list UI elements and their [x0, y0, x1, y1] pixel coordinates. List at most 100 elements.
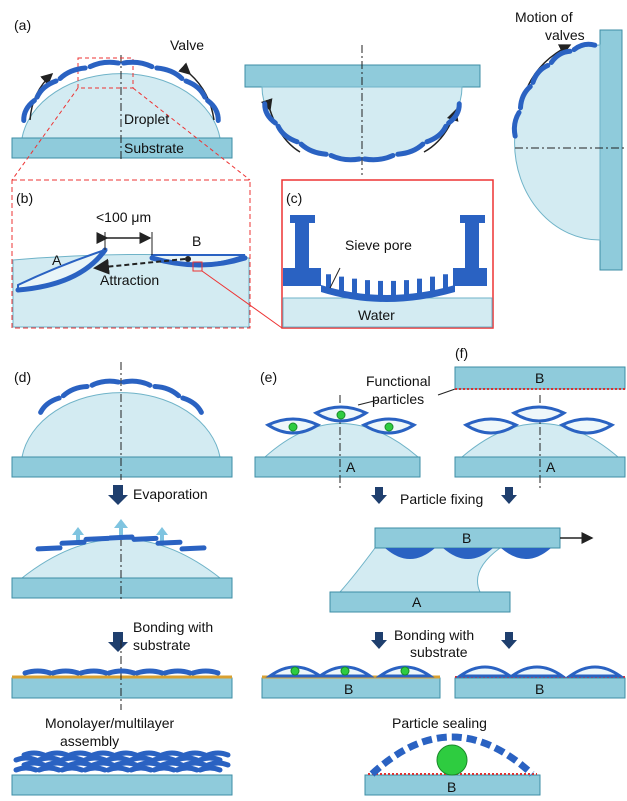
panel-label: (d)	[14, 369, 31, 385]
panel-label: (c)	[286, 190, 302, 206]
valve	[137, 671, 162, 673]
valve	[93, 763, 113, 765]
panel-label: (e)	[260, 369, 277, 385]
cup	[570, 667, 620, 676]
valve	[200, 758, 220, 760]
panel-label: (f)	[455, 345, 468, 361]
sieve-pore-label: Sieve pore	[345, 237, 412, 253]
side-plate	[600, 30, 622, 270]
valve	[90, 62, 118, 66]
particle	[291, 667, 299, 675]
evaporation-label: Evaporation	[133, 486, 208, 502]
valve	[47, 763, 67, 765]
valve	[16, 768, 36, 770]
valve-b-label: B	[192, 233, 201, 249]
cup	[460, 667, 510, 676]
sieve-bar	[443, 274, 448, 290]
valve	[139, 763, 159, 765]
substrate-label: B	[344, 681, 353, 697]
particle	[437, 745, 467, 775]
attraction-label: Attraction	[100, 272, 159, 288]
substrate	[255, 457, 420, 477]
fixing-label: Particle fixing	[400, 491, 483, 507]
valve	[25, 671, 50, 673]
valve-a-label: A	[52, 252, 62, 268]
substrate	[12, 138, 232, 158]
valve	[81, 671, 106, 673]
valve	[62, 542, 84, 543]
particles-label: particles	[372, 391, 424, 407]
plate-label: B	[462, 530, 471, 546]
substrate	[12, 775, 232, 795]
valve	[200, 768, 220, 770]
valve	[177, 768, 197, 770]
valve	[53, 671, 78, 673]
sealing-label: Particle sealing	[392, 715, 487, 731]
valve	[85, 768, 105, 770]
valve	[108, 758, 128, 760]
particle	[289, 423, 297, 431]
valve	[70, 763, 90, 765]
plate-label: B	[535, 370, 544, 386]
valve	[185, 753, 205, 755]
valve	[158, 542, 180, 543]
valve	[177, 758, 197, 760]
valve	[134, 538, 156, 539]
valve	[109, 671, 134, 673]
droplet	[515, 45, 600, 240]
sieve-bar	[339, 277, 344, 293]
valve	[47, 753, 67, 755]
valve	[165, 671, 190, 673]
valve	[182, 548, 204, 549]
particle	[385, 423, 393, 431]
assembly-label: assembly	[60, 733, 119, 749]
bonding-label: Bonding with	[394, 627, 474, 643]
valve	[86, 538, 108, 539]
down-arrow	[108, 632, 128, 652]
particles-label: Functional	[366, 373, 431, 389]
valve-label: Valve	[170, 37, 204, 53]
valve	[157, 68, 182, 79]
valve	[39, 758, 59, 760]
motion-label: Motion of	[515, 9, 573, 25]
droplet-label: Droplet	[124, 111, 169, 127]
substrate-label: A	[346, 459, 356, 475]
figure: (a) Valve Droplet Substrate Motion of va…	[0, 0, 627, 796]
valve	[110, 537, 132, 538]
valve	[193, 671, 218, 673]
valve	[70, 753, 90, 755]
sieve-bar	[365, 280, 370, 296]
valve	[38, 548, 60, 549]
point	[185, 256, 191, 262]
valve	[131, 758, 151, 760]
sieve-bar	[378, 281, 383, 297]
valve	[162, 753, 182, 755]
particle	[337, 411, 345, 419]
sieve-bar	[417, 279, 422, 295]
assembly-label: Monolayer/multilayer	[45, 715, 174, 731]
cup	[512, 667, 562, 676]
motion-label: valves	[545, 27, 585, 43]
valve	[124, 62, 152, 66]
sieve-bar	[404, 280, 409, 296]
valve	[139, 753, 159, 755]
valve	[208, 753, 228, 755]
substrate	[12, 457, 232, 477]
panel-label: (a)	[14, 17, 31, 33]
bonding-label: substrate	[410, 644, 468, 660]
substrate-label: Substrate	[124, 140, 184, 156]
valve	[60, 68, 85, 79]
bonding-label: Bonding with	[133, 619, 213, 635]
valve	[155, 386, 179, 395]
valve	[185, 763, 205, 765]
particle	[401, 667, 409, 675]
bonding-label: substrate	[133, 637, 191, 653]
valve	[124, 381, 150, 385]
fixed-valves	[385, 548, 551, 559]
cup	[514, 407, 564, 421]
valve	[154, 768, 174, 770]
valve	[24, 753, 44, 755]
valve	[154, 758, 174, 760]
valve	[108, 768, 128, 770]
valve	[93, 753, 113, 755]
